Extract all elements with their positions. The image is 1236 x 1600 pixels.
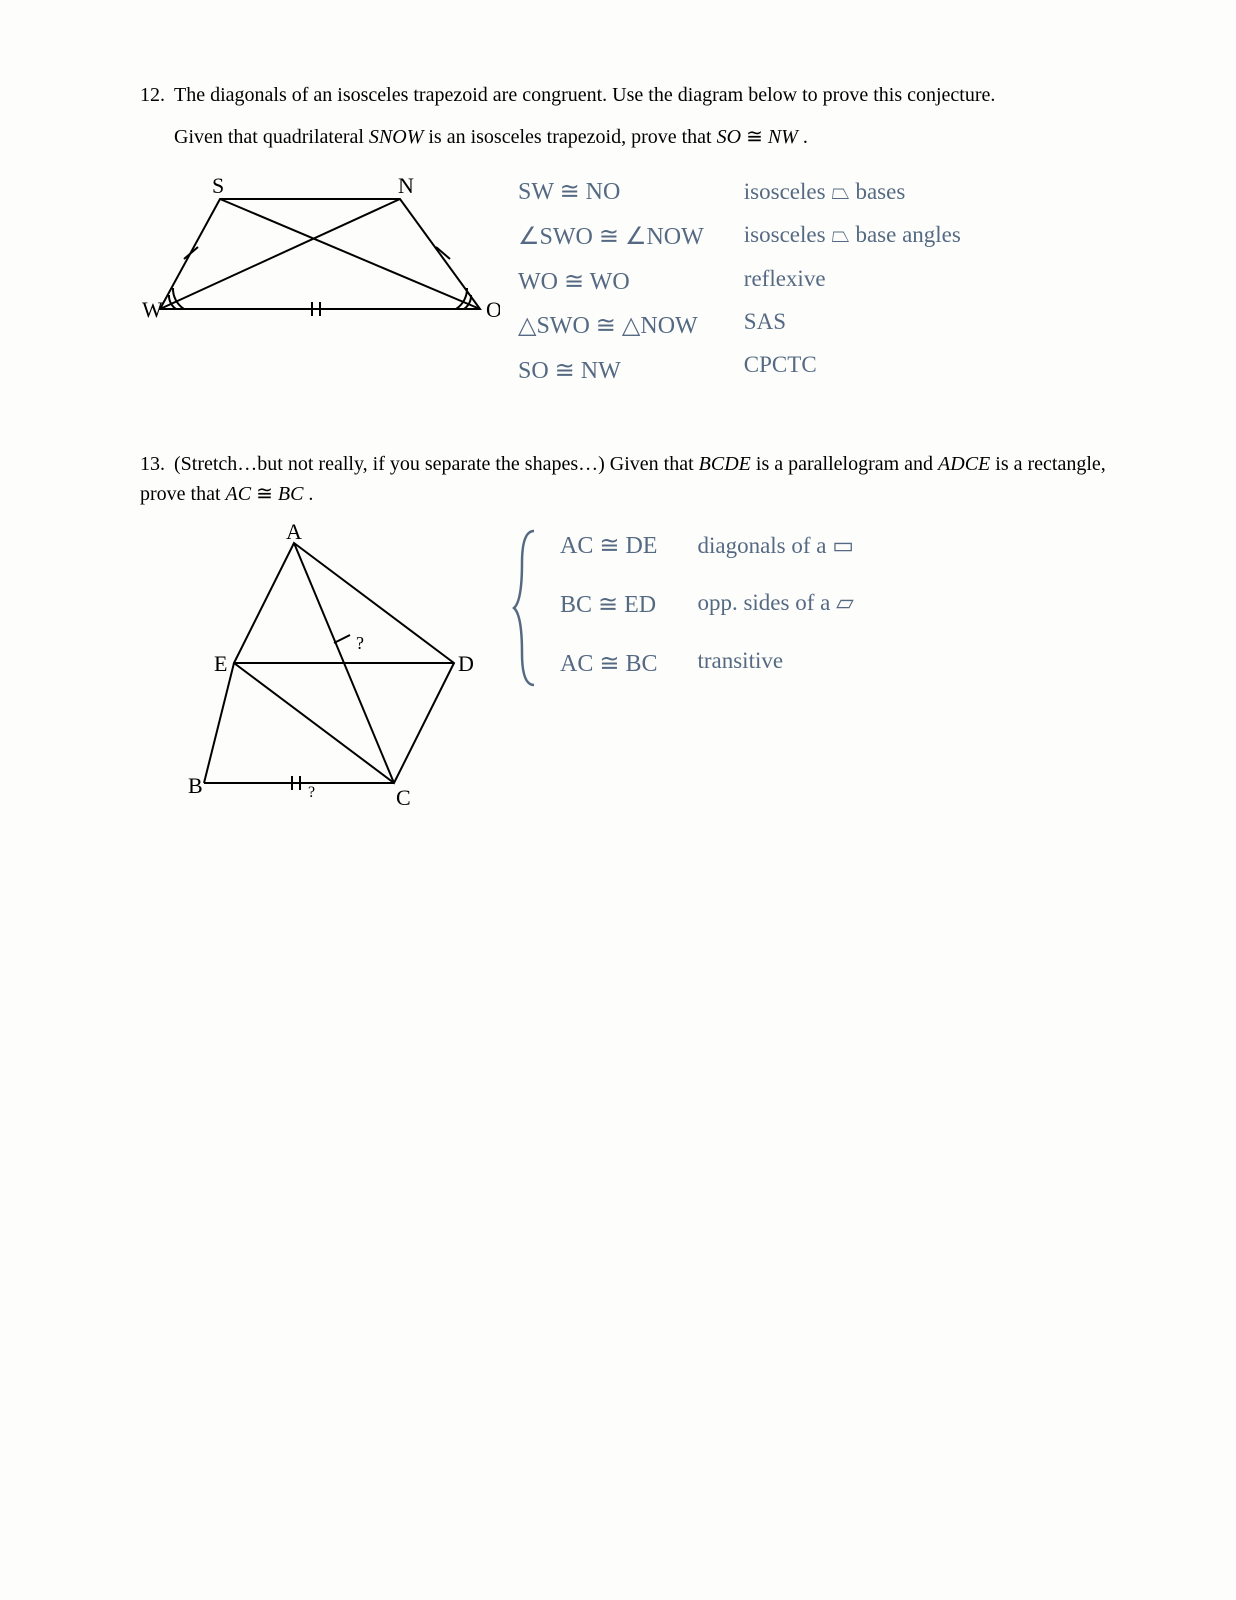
p13-adce: ADCE [938,453,990,475]
stmt: AC ≅ DE [560,529,657,564]
proof-12: SW ≅ NO ∠SWO ≅ ∠NOW WO ≅ WO △SWO ≅ △NOW … [518,169,961,389]
vertex-o: O [486,297,500,322]
vertex-e: E [214,651,227,676]
reason-text: isosceles ⏢ bases [744,179,905,204]
vertex-d: D [458,651,474,676]
reason: reflexive [744,262,961,295]
stmt: WO ≅ WO [518,265,704,300]
problem-13: 13.(Stretch…but not really, if you separ… [140,449,1136,813]
given-nw: NW [768,126,798,148]
statements-12: SW ≅ NO ∠SWO ≅ ∠NOW WO ≅ WO △SWO ≅ △NOW … [518,175,704,389]
reason: opp. sides of a ▱ [697,586,854,619]
given-mid: is an isosceles trapezoid, prove that [423,126,716,148]
p13-cong: ≅ [251,483,278,505]
p13-b: is a parallelogram and [751,453,938,475]
vertex-c: C [396,785,411,810]
problem-12-given: Given that quadrilateral SNOW is an isos… [174,124,1136,149]
problem-number: 12. [140,80,174,110]
stmt: △SWO ≅ △NOW [518,309,704,344]
vertex-w: W [142,297,163,322]
reason-text: isosceles ⏢ base angles [744,222,961,247]
given-pre: Given that quadrilateral [174,126,369,148]
reason: transitive [697,644,854,677]
p13-ac: AC [226,483,252,505]
problem-12: 12.The diagonals of an isosceles trapezo… [140,80,1136,389]
reason: SAS [744,305,961,338]
reasons-13: diagonals of a ▭ opp. sides of a ▱ trans… [697,529,854,681]
given-end: . [798,126,808,148]
problem-12-body: S N W O SW ≅ NO ∠SWO ≅ ∠NOW WO ≅ WO △SWO… [140,169,1136,389]
problem-13-body: ? ? A D C E B AC ≅ DE [174,523,1136,813]
p13-bc: BC [278,483,304,505]
given-quad: SNOW [369,126,423,148]
stmt: AC ≅ BC [560,647,657,682]
proof-13: AC ≅ DE BC ≅ ED AC ≅ BC diagonals of a ▭… [560,523,854,681]
vertex-b: B [188,773,203,798]
reason: isosceles ⏢ bases [744,175,961,208]
given-so: SO [717,126,741,148]
problem-number: 13. [140,449,174,479]
trapezoid-diagram: S N W O [140,169,500,349]
stmt: BC ≅ ED [560,588,657,623]
p13-bcde: BCDE [699,453,751,475]
vertex-a: A [286,523,302,544]
reasons-12: isosceles ⏢ bases isosceles ⏢ base angle… [744,175,961,389]
vertex-n: N [398,173,414,198]
p13-a: (Stretch…but not really, if you separate… [174,453,699,475]
problem-13-prompt: 13.(Stretch…but not really, if you separ… [140,449,1136,509]
statements-13: AC ≅ DE BC ≅ ED AC ≅ BC [560,529,657,681]
problem-12-prompt: 12.The diagonals of an isosceles trapezo… [140,80,1136,110]
given-cong: ≅ [741,126,768,148]
reason: isosceles ⏢ base angles [744,218,961,251]
vertex-s: S [212,173,224,198]
reason: CPCTC [744,348,961,381]
prompt-text: The diagonals of an isosceles trapezoid … [174,84,995,106]
stmt: SW ≅ NO [518,175,704,210]
stmt: SO ≅ NW [518,354,704,389]
p13-end: . [303,483,313,505]
brace-icon [512,523,542,693]
stmt: ∠SWO ≅ ∠NOW [518,220,704,255]
worksheet-page: 12.The diagonals of an isosceles trapezo… [0,0,1236,913]
svg-text:?: ? [356,633,364,653]
svg-text:?: ? [308,784,315,801]
parallelogram-diagram: ? ? A D C E B [174,523,494,813]
reason: diagonals of a ▭ [697,529,854,562]
